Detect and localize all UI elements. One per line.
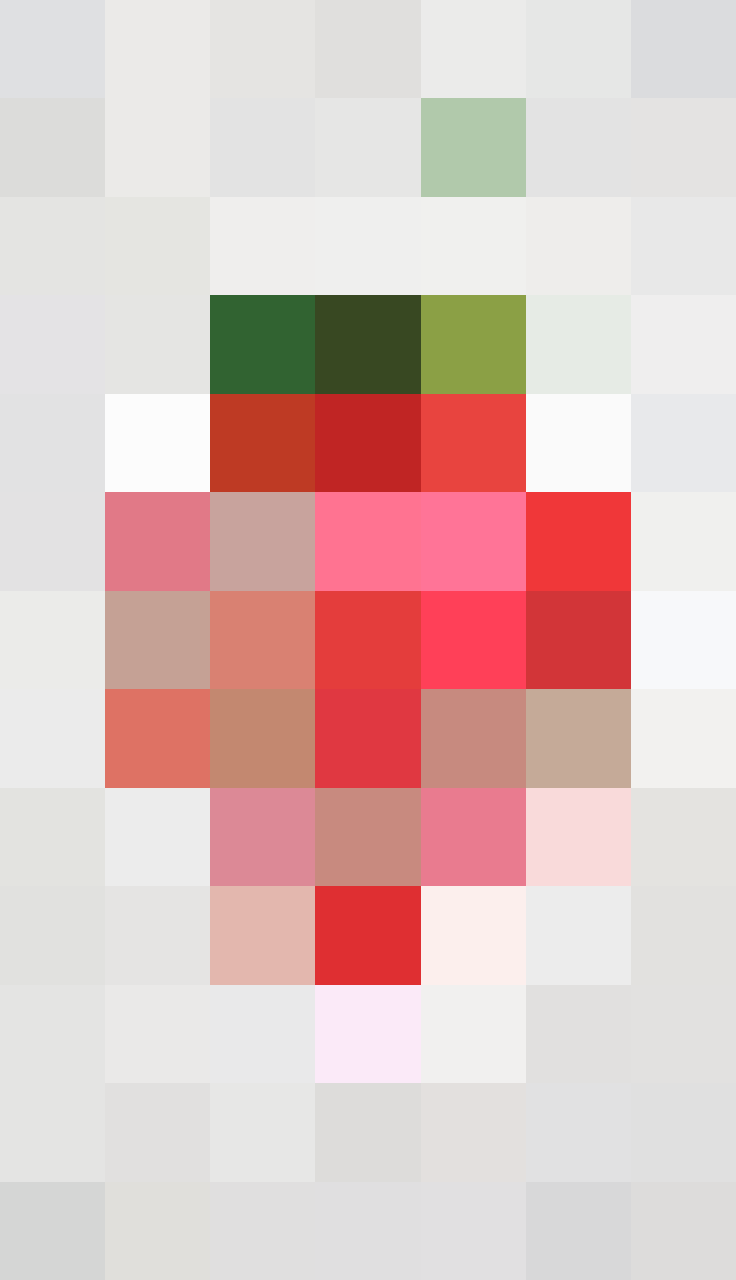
mosaic-tile: [0, 0, 106, 99]
mosaic-tile: [630, 393, 736, 493]
mosaic-tile: [315, 295, 421, 394]
mosaic-tile: [315, 1083, 421, 1182]
mosaic-tile: [630, 196, 736, 296]
mosaic-tile: [315, 98, 421, 197]
mosaic-tile: [105, 295, 211, 394]
mosaic-tile: [420, 787, 526, 887]
mosaic-tile: [630, 0, 736, 99]
mosaic-tile: [0, 295, 106, 394]
mosaic-tile: [0, 886, 106, 985]
mosaic-tile: [210, 0, 316, 99]
mosaic-tile: [315, 393, 421, 493]
mosaic-tile: [105, 590, 211, 690]
mosaic-tile: [105, 689, 211, 788]
mosaic-tile: [525, 787, 631, 887]
mosaic-tile: [630, 886, 736, 985]
mosaic-tile: [420, 98, 526, 197]
mosaic-tile: [630, 98, 736, 197]
mosaic-tile: [210, 1083, 316, 1182]
mosaic-tile: [105, 1083, 211, 1182]
mosaic-tile: [210, 98, 316, 197]
mosaic-tile: [630, 984, 736, 1084]
mosaic-tile: [630, 590, 736, 690]
mosaic-tile: [525, 98, 631, 197]
mosaic-tile: [210, 984, 316, 1084]
mosaic-tile: [105, 196, 211, 296]
mosaic-tile: [315, 590, 421, 690]
mosaic-tile: [105, 886, 211, 985]
mosaic-tile: [0, 393, 106, 493]
mosaic-tile: [210, 1181, 316, 1280]
mosaic-tile: [210, 689, 316, 788]
mosaic-tile: [420, 393, 526, 493]
mosaic-tile: [315, 1181, 421, 1280]
mosaic-tile: [210, 393, 316, 493]
mosaic-tile: [315, 492, 421, 591]
mosaic-tile: [105, 0, 211, 99]
mosaic-tile: [420, 1083, 526, 1182]
mosaic-tile: [525, 393, 631, 493]
mosaic-tile: [210, 886, 316, 985]
mosaic-tile: [0, 787, 106, 887]
mosaic-tile: [0, 1083, 106, 1182]
mosaic-tile: [105, 984, 211, 1084]
mosaic-tile: [525, 1083, 631, 1182]
mosaic-tile: [420, 886, 526, 985]
mosaic-tile: [630, 689, 736, 788]
mosaic-tile: [0, 590, 106, 690]
mosaic-tile: [0, 689, 106, 788]
mosaic-tile: [210, 590, 316, 690]
mosaic-tile: [420, 689, 526, 788]
mosaic-tile: [525, 886, 631, 985]
mosaic-tile: [105, 393, 211, 493]
mosaic-tile: [105, 1181, 211, 1280]
mosaic-tile: [315, 984, 421, 1084]
mosaic-tile: [525, 984, 631, 1084]
mosaic-tile: [105, 492, 211, 591]
mosaic-tile: [315, 0, 421, 99]
mosaic-tile: [420, 590, 526, 690]
mosaic-tile: [525, 1181, 631, 1280]
mosaic-tile: [525, 689, 631, 788]
mosaic-tile: [630, 787, 736, 887]
mosaic-tile: [525, 196, 631, 296]
mosaic-tile: [0, 984, 106, 1084]
mosaic-tile: [315, 886, 421, 985]
mosaic-tile: [105, 98, 211, 197]
mosaic-tile: [210, 492, 316, 591]
mosaic-tile: [420, 492, 526, 591]
mosaic-tile: [630, 295, 736, 394]
mosaic-tile: [420, 984, 526, 1084]
mosaic-tile: [420, 196, 526, 296]
mosaic-tile: [0, 1181, 106, 1280]
mosaic-tile: [525, 295, 631, 394]
mosaic-tile: [315, 787, 421, 887]
mosaic-tile: [630, 1083, 736, 1182]
mosaic-tile: [210, 295, 316, 394]
mosaic-tile: [420, 0, 526, 99]
mosaic-tile: [525, 590, 631, 690]
mosaic-tile: [210, 196, 316, 296]
mosaic-tile: [420, 1181, 526, 1280]
mosaic-tile: [630, 492, 736, 591]
mosaic-tile: [0, 196, 106, 296]
mosaic-tile: [210, 787, 316, 887]
mosaic-tile: [525, 0, 631, 99]
mosaic-tile: [0, 492, 106, 591]
mosaic-tile: [420, 295, 526, 394]
mosaic-tile: [0, 98, 106, 197]
mosaic-tile: [630, 1181, 736, 1280]
mosaic-tile: [315, 689, 421, 788]
mosaic-tile: [525, 492, 631, 591]
mosaic-tile: [105, 787, 211, 887]
mosaic-tile: [315, 196, 421, 296]
